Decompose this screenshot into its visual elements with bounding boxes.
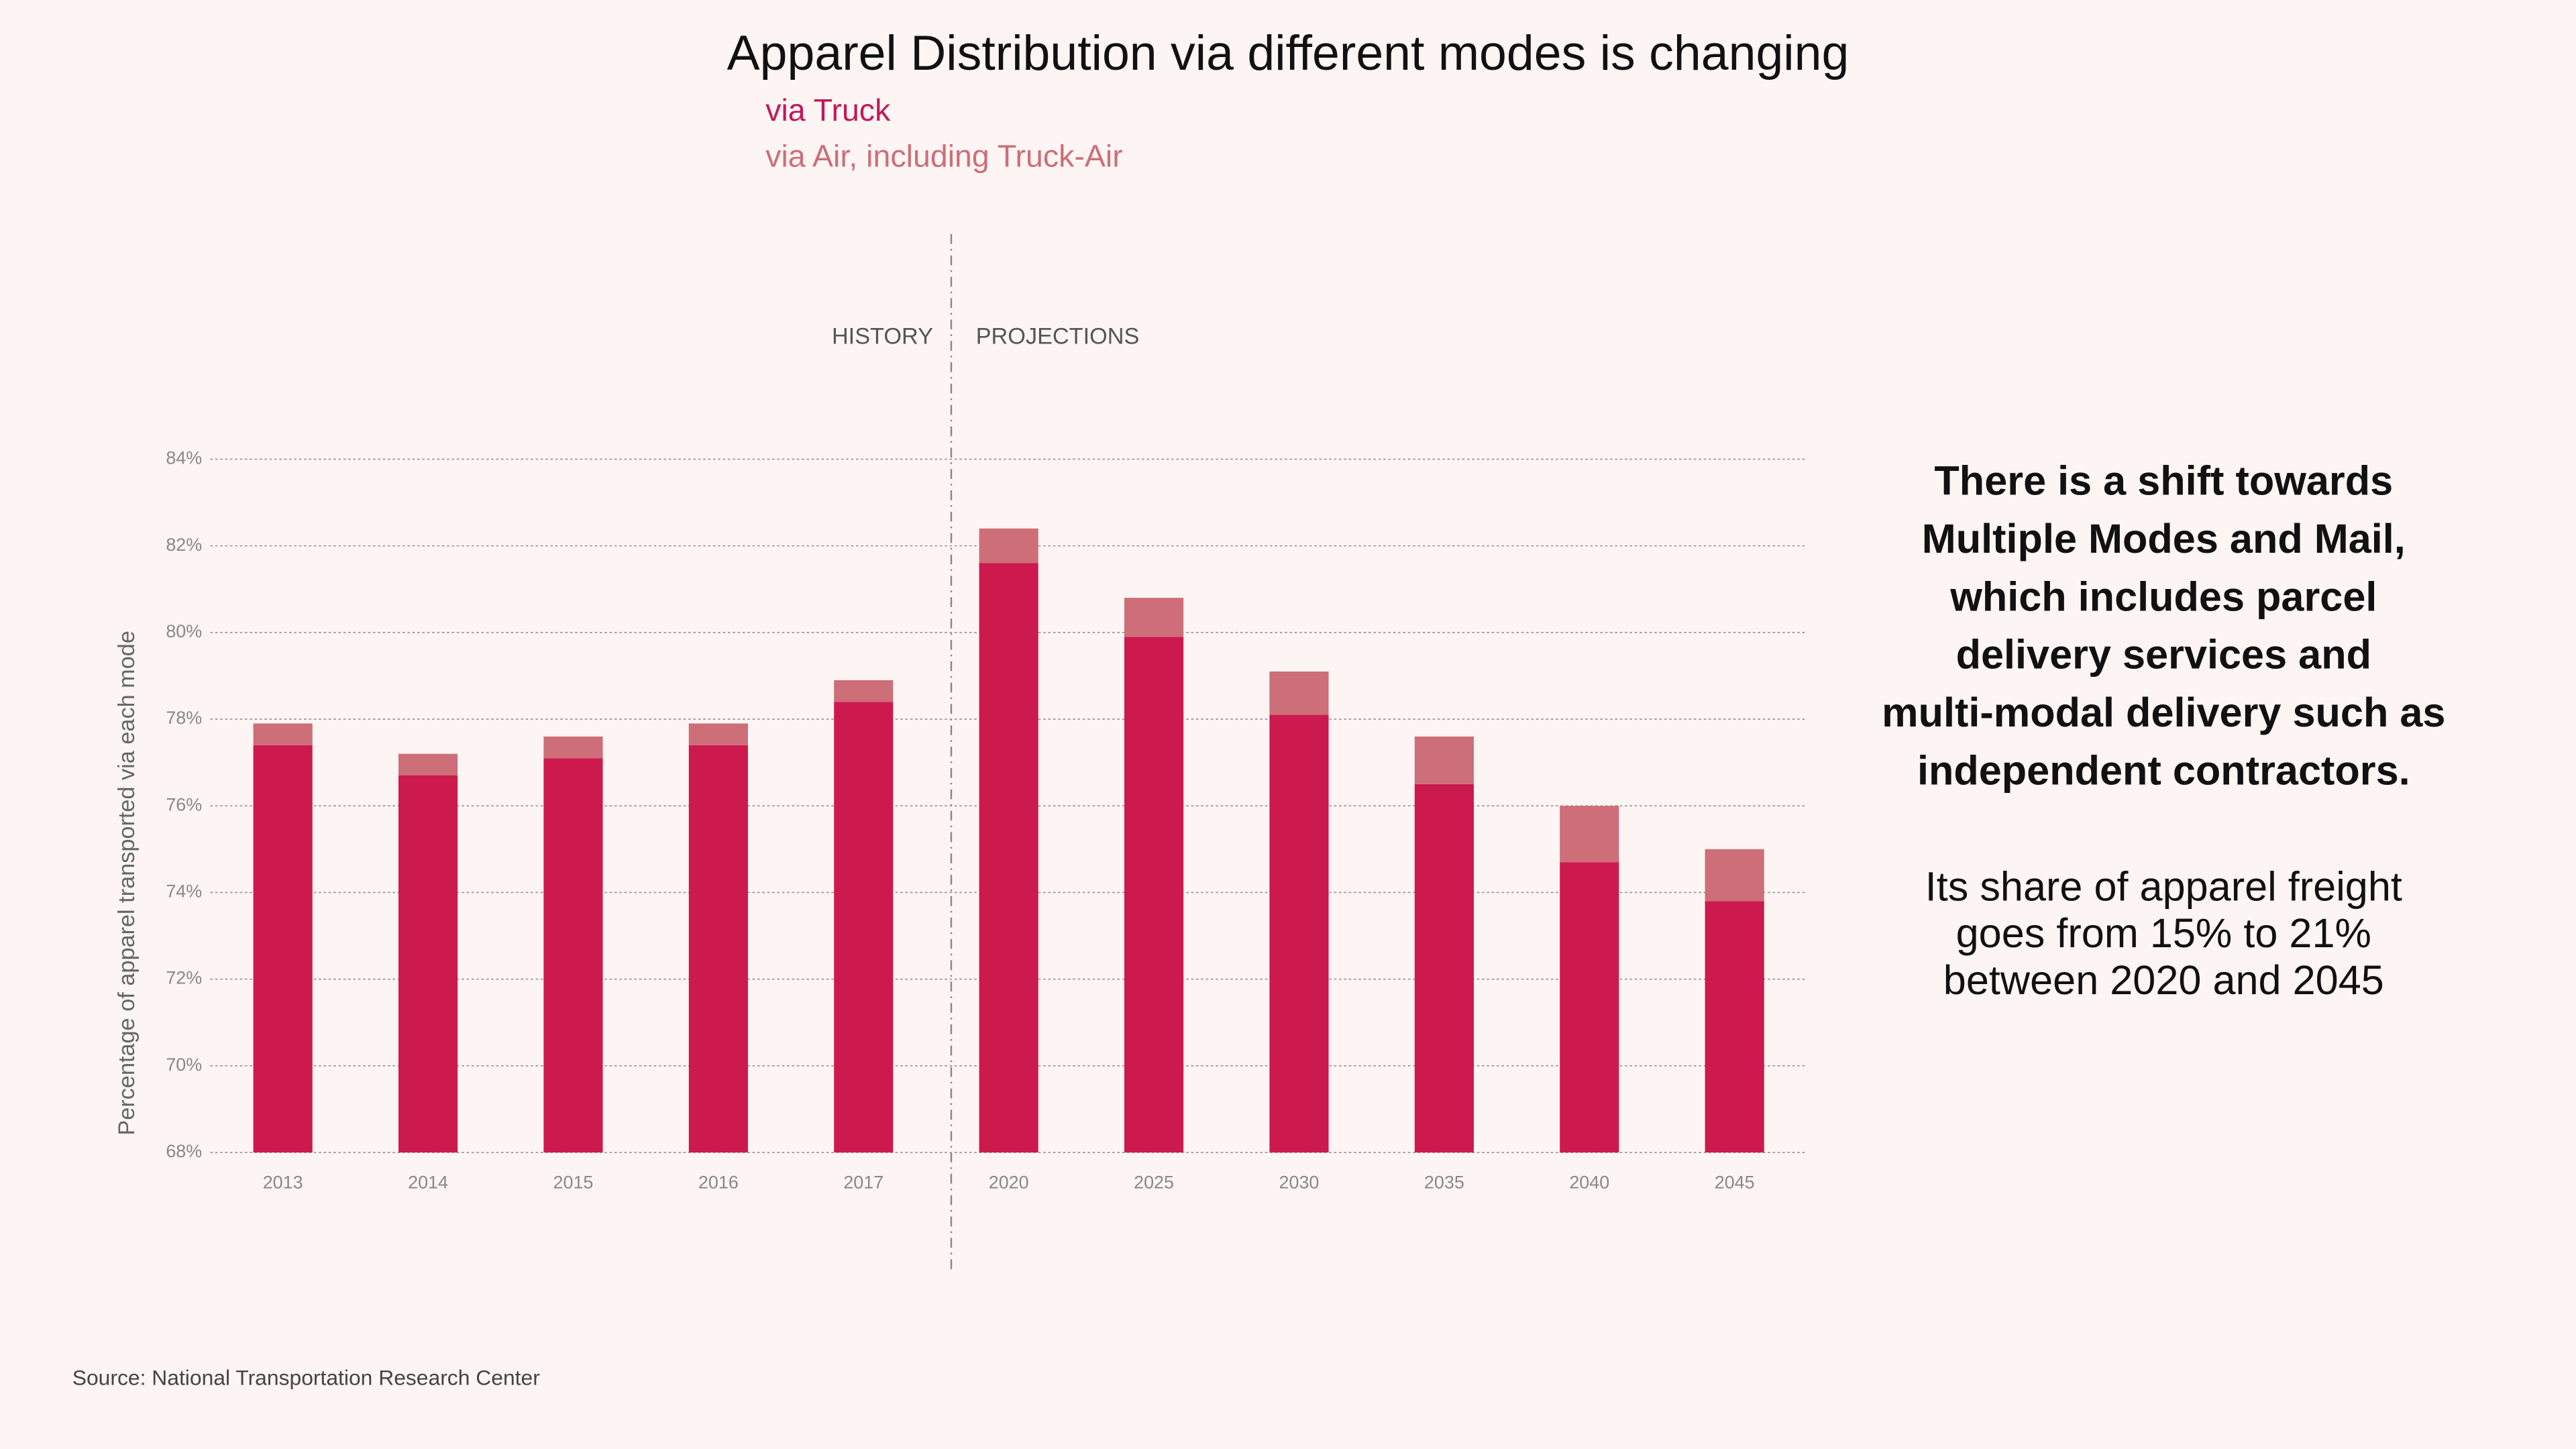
bar-segment: [253, 745, 313, 1152]
y-axis-label: Percentage of apparel transported via ea…: [114, 631, 140, 1135]
bar-segment: [1560, 862, 1619, 1152]
bar-segment: [1560, 806, 1619, 863]
x-tick-label: 2025: [1134, 1173, 1174, 1193]
bar-segment: [398, 775, 458, 1152]
bar-segment: [1269, 714, 1329, 1152]
bar-segment: [543, 736, 603, 759]
bar-segment: [1414, 784, 1474, 1152]
side-note-bold: There is a shift towards: [1934, 458, 2393, 503]
x-tick-label: 2014: [408, 1173, 448, 1193]
x-tick-label: 2020: [989, 1173, 1029, 1193]
x-tick-label: 2017: [843, 1173, 883, 1193]
side-note-bold: delivery services and: [1956, 632, 2371, 678]
bar-segment: [688, 745, 748, 1152]
side-note-bold: Multiple Modes and Mail,: [1922, 516, 2406, 561]
y-tick-label: 78%: [166, 708, 202, 728]
history-label: HISTORY: [832, 323, 933, 349]
x-tick-label: 2040: [1569, 1173, 1609, 1193]
bar-segment: [1705, 901, 1764, 1152]
y-tick-label: 72%: [166, 968, 202, 988]
y-tick-label: 82%: [166, 535, 202, 555]
side-note: Its share of apparel freight: [1925, 863, 2402, 909]
bar-segment: [1124, 637, 1184, 1152]
side-note: goes from 15% to 21%: [1956, 910, 2371, 956]
y-tick-label: 74%: [166, 881, 202, 902]
bar-segment: [1124, 598, 1184, 637]
x-tick-label: 2013: [263, 1173, 303, 1193]
bar-segment: [979, 563, 1038, 1152]
bar-segment: [1705, 849, 1764, 902]
bar-segment: [543, 758, 603, 1152]
bar-segment: [834, 680, 894, 702]
side-note-bold: which includes parcel: [1949, 574, 2377, 619]
legend-entry: via Air, including Truck-Air: [765, 139, 1123, 174]
source: Source: National Transportation Research…: [72, 1365, 540, 1389]
x-tick-label: 2045: [1715, 1173, 1755, 1193]
bar-segment: [1414, 736, 1474, 784]
x-tick-label: 2016: [698, 1173, 739, 1193]
bar-segment: [834, 702, 894, 1152]
side-note: between 2020 and 2045: [1943, 957, 2384, 1003]
y-tick-label: 70%: [166, 1055, 202, 1075]
y-tick-label: 84%: [166, 448, 202, 468]
chart-title: Apparel Distribution via different modes…: [727, 25, 1849, 80]
side-note-bold: independent contractors.: [1917, 748, 2410, 794]
y-tick-label: 80%: [166, 621, 202, 641]
bar-segment: [1269, 671, 1329, 715]
bar-segment: [979, 528, 1038, 564]
x-tick-label: 2015: [553, 1173, 594, 1193]
side-note-bold: multi-modal delivery such as: [1882, 690, 2445, 735]
y-tick-label: 76%: [166, 794, 202, 814]
legend-entry: via Truck: [765, 93, 891, 127]
bar-segment: [688, 723, 748, 745]
bar-segment: [253, 723, 313, 745]
projections-label: PROJECTIONS: [976, 323, 1140, 349]
y-tick-label: 68%: [166, 1141, 202, 1161]
bar-segment: [398, 753, 458, 776]
x-tick-label: 2030: [1279, 1173, 1320, 1193]
x-tick-label: 2035: [1424, 1173, 1464, 1193]
